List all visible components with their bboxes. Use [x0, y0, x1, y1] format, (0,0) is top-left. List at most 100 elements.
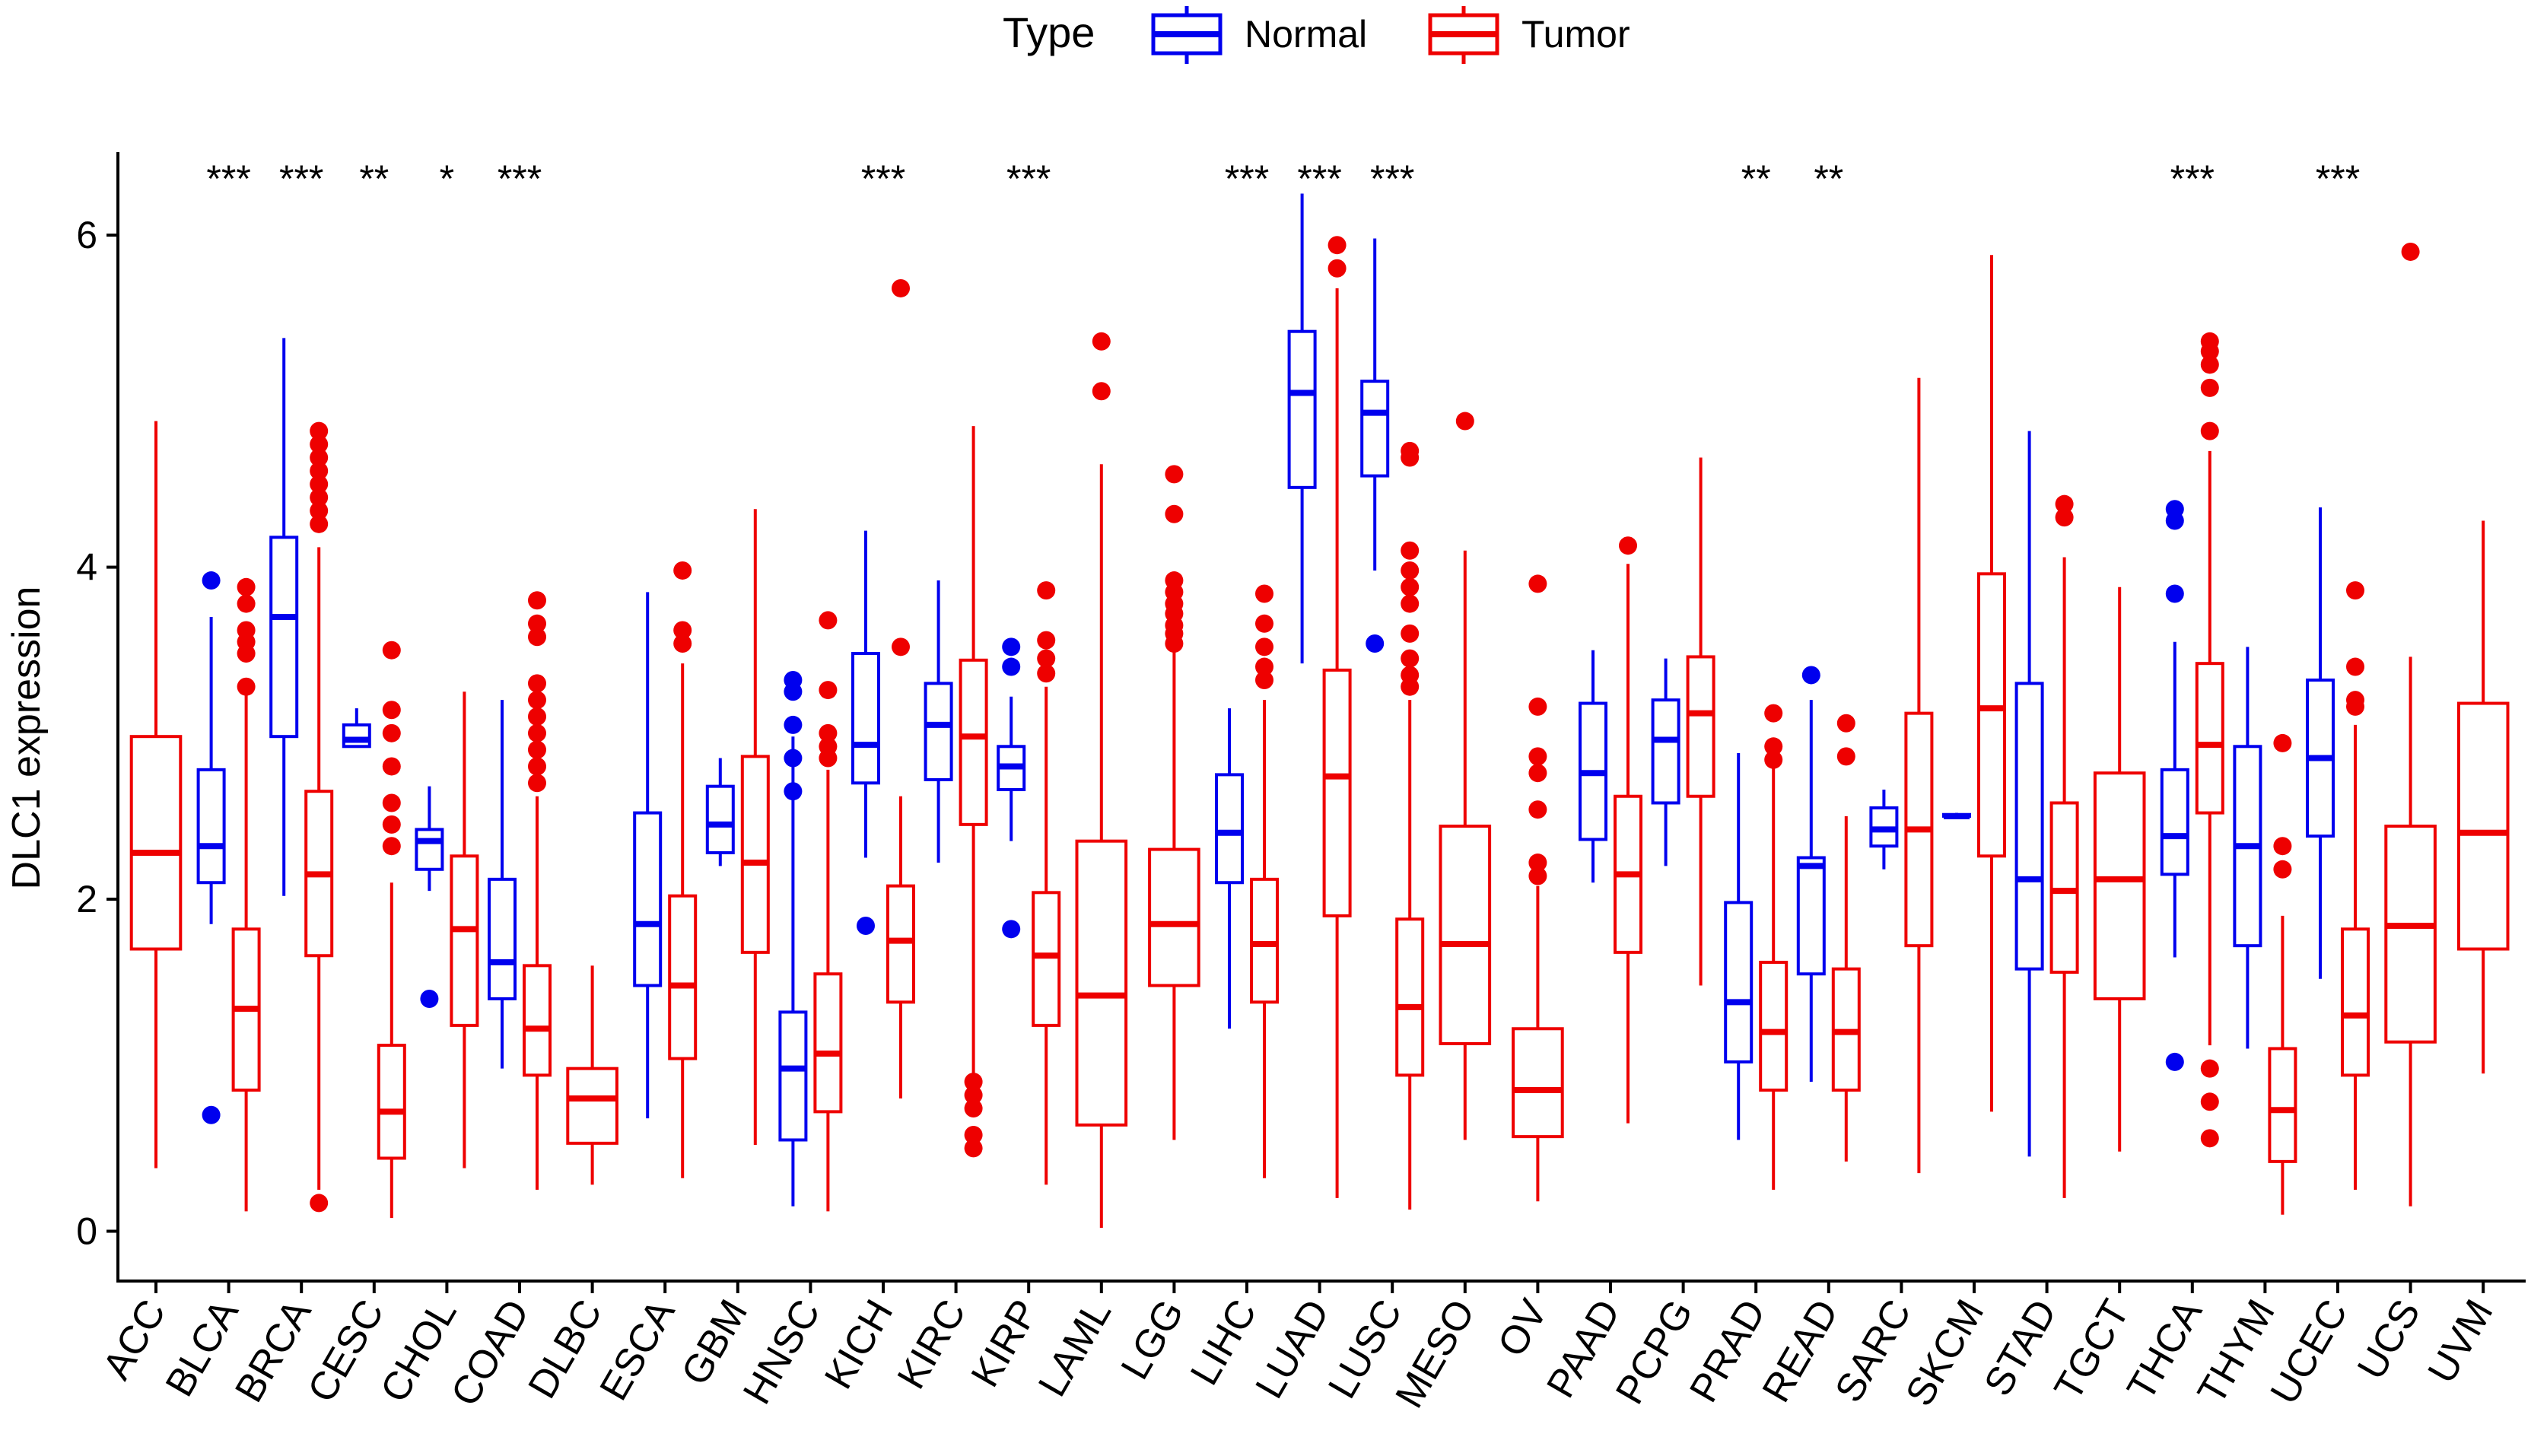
box-body	[1032, 891, 1061, 1027]
outlier-point	[1255, 637, 1273, 656]
box-normal-blca	[196, 571, 226, 1124]
box-body	[342, 723, 371, 749]
box-body	[1215, 773, 1244, 885]
outlier-point	[2273, 733, 2292, 752]
box-tumor-luad	[1322, 236, 1352, 1198]
outlier-point	[2401, 242, 2420, 261]
significance-label: ***	[1006, 157, 1051, 200]
box-tumor-ov	[1512, 574, 1564, 1202]
box-tumor-chol	[450, 691, 479, 1168]
outlier-point	[892, 278, 910, 297]
outlier-point	[2165, 1052, 2184, 1071]
x-ticks: ACCBLCABRCACESCCHOLCOADDLBCESCAGBMHNSCKI…	[94, 1281, 2502, 1416]
outlier-point	[1528, 800, 1547, 819]
outlier-point	[382, 793, 401, 812]
significance-label: ***	[1297, 157, 1341, 200]
outlier-point	[1002, 657, 1021, 676]
outlier-point	[528, 723, 546, 742]
outlier-point	[1764, 737, 1783, 756]
outlier-point	[1255, 657, 1273, 676]
box-normal-thca	[2160, 500, 2189, 1071]
box-tumor-esca	[668, 561, 698, 1178]
box-normal-chol	[415, 786, 444, 1008]
box-tumor-tgct	[2093, 587, 2146, 1152]
outlier-point	[1092, 382, 1111, 401]
significance-label: **	[359, 157, 389, 200]
box-tumor-lusc	[1395, 441, 1425, 1210]
outlier-point	[202, 571, 221, 590]
box-tumor-read	[1831, 714, 1861, 1162]
significance-label: ***	[2316, 157, 2360, 200]
box-body	[886, 884, 915, 1004]
outlier-point	[1255, 614, 1273, 633]
outlier-point	[310, 421, 329, 440]
box-body	[1977, 572, 2006, 858]
box-body	[2093, 771, 2146, 1000]
outlier-point	[784, 782, 803, 801]
outlier-point	[673, 621, 692, 640]
box-body	[1075, 839, 1128, 1127]
x-tick-label: UVM	[2420, 1292, 2502, 1391]
x-tick-label: LAML	[1030, 1292, 1120, 1404]
box-body	[1360, 380, 1390, 478]
outlier-point	[2200, 1059, 2219, 1078]
outlier-point	[784, 749, 803, 768]
box-body	[668, 894, 698, 1060]
box-tumor-skcm	[1977, 255, 2006, 1112]
outlier-point	[1528, 866, 1547, 885]
box-tumor-dlbc	[566, 965, 618, 1185]
outlier-point	[964, 1125, 983, 1144]
outlier-point	[964, 1073, 983, 1092]
outlier-point	[2055, 494, 2074, 513]
outlier-point	[310, 488, 329, 507]
box-body	[450, 854, 479, 1027]
outlier-point	[2055, 508, 2074, 527]
legend-key-tumor	[1428, 6, 1499, 64]
box-tumor-ucec	[2341, 581, 2370, 1190]
box-normal-kirc	[924, 580, 953, 863]
box-normal-sarc	[1869, 790, 1899, 869]
box-tumor-cesc	[377, 641, 406, 1219]
box-tumor-kirc	[959, 426, 988, 1158]
box-normal-pcpg	[1651, 658, 1680, 866]
box-tumor-kirp	[1032, 581, 1061, 1185]
outlier-point	[1836, 714, 1855, 733]
box-tumor-laml	[1075, 332, 1128, 1229]
x-tick-label: LUAD	[1247, 1292, 1338, 1406]
box-tumor-sarc	[1904, 377, 1934, 1174]
outlier-point	[1002, 920, 1021, 939]
box-tumor-prad	[1759, 704, 1789, 1190]
outlier-point	[1528, 764, 1547, 783]
box-body	[1250, 877, 1279, 1004]
box-body	[851, 652, 880, 785]
legend-label-tumor: Tumor	[1521, 13, 1630, 56]
outlier-point	[382, 837, 401, 856]
box-body	[959, 658, 988, 826]
legend-label-normal: Normal	[1245, 13, 1367, 56]
box-normal-prad	[1724, 753, 1754, 1140]
outlier-point	[1764, 704, 1783, 723]
outlier-point	[382, 701, 401, 720]
significance-label: **	[1741, 157, 1771, 200]
x-tick-label: LGG	[1113, 1292, 1193, 1387]
outlier-point	[1401, 448, 1420, 467]
box-body	[813, 972, 843, 1114]
box-normal-stad	[2014, 431, 2044, 1157]
box-tumor-thca	[2195, 332, 2224, 1148]
outlier-point	[528, 740, 546, 759]
significance-label: ***	[206, 157, 250, 200]
outlier-point	[1165, 634, 1184, 653]
box-tumor-acc	[129, 421, 183, 1168]
outlier-point	[1037, 581, 1056, 600]
outlier-point	[310, 1194, 329, 1213]
y-tick-label: 0	[76, 1210, 97, 1253]
x-tick-label: TGCT	[2046, 1292, 2138, 1408]
box-body	[1439, 825, 1492, 1045]
box-body	[196, 768, 226, 885]
outlier-point	[237, 594, 256, 613]
outlier-point	[1455, 412, 1474, 431]
outlier-point	[1401, 577, 1420, 596]
box-tumor-brca	[304, 421, 334, 1213]
box-normal-lihc	[1215, 708, 1244, 1029]
box-tumor-hnsc	[813, 611, 843, 1212]
